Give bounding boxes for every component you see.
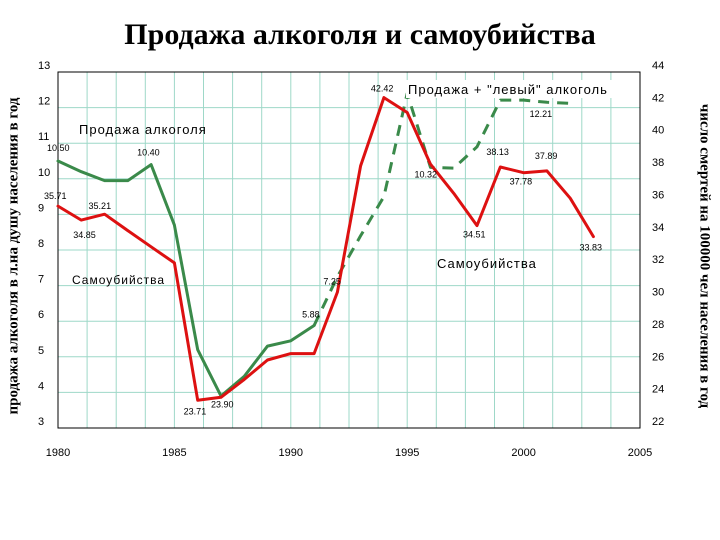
data-label: 37.78 [510, 177, 533, 187]
data-label: 34.51 [463, 230, 486, 240]
x-tick-label: 1985 [162, 447, 186, 459]
y-right-tick-label: 26 [652, 351, 664, 363]
y-right-tick-label: 42 [652, 92, 664, 104]
y-right-tick-label: 34 [652, 222, 664, 234]
annotation-alcohol-sales: Продажа алкоголя [79, 122, 207, 137]
y-right-tick-label: 28 [652, 319, 664, 331]
data-label: 34.85 [73, 230, 96, 240]
series-line [56, 96, 595, 402]
y-left-tick-label: 5 [38, 345, 44, 357]
data-label: 35.21 [89, 201, 112, 211]
y-right-tick-label: 36 [652, 189, 664, 201]
data-label: 37.89 [535, 151, 558, 161]
y-right-tick-label: 24 [652, 384, 664, 396]
annotation-background [406, 80, 638, 98]
y-right-tick-label: 30 [652, 287, 664, 299]
y-right-tick-label: 38 [652, 157, 664, 169]
data-label: 42.42 [371, 84, 394, 94]
annotation-sales-plus-illegal: Продажа + "левый" алкоголь [408, 82, 608, 97]
data-label: 33.83 [579, 243, 602, 253]
y-left-tick-label: 7 [38, 274, 44, 286]
chart-title: Продажа алкоголя и самоубийства [124, 18, 596, 51]
x-tick-label: 1980 [46, 447, 70, 459]
y-left-tick-label: 11 [38, 131, 49, 143]
data-label: 23.90 [211, 399, 234, 409]
data-label: 10.50 [47, 143, 70, 153]
data-label: 35.71 [44, 191, 67, 201]
y-right-tick-label: 22 [652, 416, 664, 428]
y-left-tick-label: 12 [38, 96, 50, 108]
data-label: 38.13 [486, 147, 509, 157]
y-left-tick-label: 10 [38, 167, 50, 179]
x-tick-label: 1995 [395, 447, 419, 459]
y-left-tick-label: 6 [38, 309, 44, 321]
x-tick-label: 2005 [628, 447, 652, 459]
series-line [312, 91, 571, 327]
data-label: 23.71 [184, 406, 207, 416]
data-label: 10.40 [137, 148, 160, 158]
y-right-tick-label: 40 [652, 125, 664, 137]
data-label: 12.21 [530, 109, 553, 119]
annotation-suicides-left: Самоубийства [72, 273, 165, 287]
y-left-tick-label: 3 [38, 416, 44, 428]
x-tick-label: 2000 [511, 447, 535, 459]
annotation-suicides-right: Самоубийства [437, 256, 537, 271]
y-right-tick-label: 44 [652, 60, 664, 72]
y-right-tick-label: 32 [652, 254, 664, 266]
plot-frame [57, 71, 641, 429]
series-line [56, 159, 316, 398]
data-label: 10.32 [414, 169, 437, 179]
data-label: 7.25 [323, 277, 341, 287]
y-left-tick-label: 9 [38, 202, 44, 214]
data-label: 5.88 [302, 309, 320, 319]
y-left-tick-label: 13 [38, 60, 50, 72]
y-left-tick-label: 8 [38, 238, 44, 250]
y-left-tick-label: 4 [38, 380, 44, 392]
x-tick-label: 1990 [279, 447, 303, 459]
